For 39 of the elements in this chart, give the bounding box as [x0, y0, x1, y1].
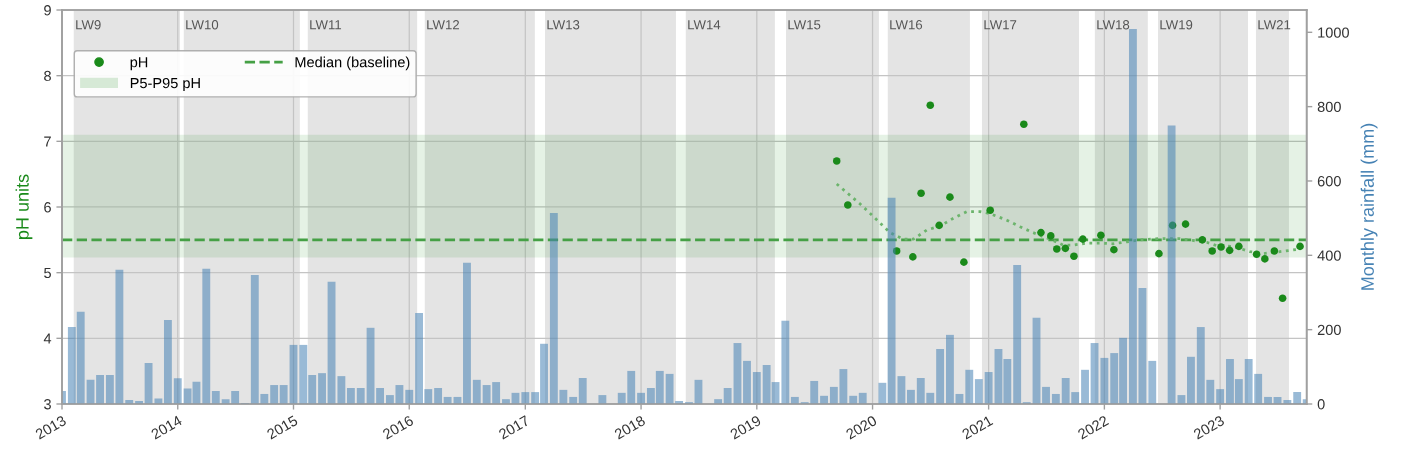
legend-label: pH	[130, 57, 148, 71]
x-tick-label: 2020	[845, 415, 878, 440]
band-label: LW15	[788, 20, 821, 30]
y-tick-label: 6	[44, 202, 51, 213]
x-tick-label: 2016	[381, 415, 415, 440]
band-label: LW9	[76, 20, 101, 30]
y-tick-label: 5	[44, 267, 51, 279]
y-tick-label: 9	[44, 5, 51, 16]
x-tick-label: 2021	[961, 415, 994, 440]
y2-tick-label: 600	[1317, 176, 1341, 187]
y2-tick-label: 400	[1317, 250, 1341, 261]
y-axis-title: pH units	[15, 174, 33, 239]
band-label: LW18	[1097, 20, 1130, 30]
x-tick-label: 2013	[34, 415, 67, 440]
x-tick-label: 2019	[729, 415, 762, 440]
band-label: LW21	[1258, 20, 1291, 30]
y2-tick-label: 0	[1317, 399, 1325, 410]
y2-axis-title: Monthly rainfall (mm)	[1360, 123, 1378, 290]
legend-label: P5-P95 pH	[130, 77, 200, 92]
band-label: LW19	[1160, 20, 1193, 30]
band-label: LW12	[427, 20, 460, 30]
legend-label: Median (baseline)	[295, 56, 410, 71]
y-tick-label: 8	[44, 70, 51, 82]
x-tick-label: 2022	[1077, 415, 1110, 440]
y-tick-label: 4	[43, 333, 52, 344]
band-label: LW11	[310, 20, 342, 30]
band-label: LW14	[688, 20, 721, 30]
band-label: LW10	[186, 20, 219, 30]
y-tick-label: 7	[44, 136, 51, 147]
x-tick-label: 2023	[1192, 415, 1225, 440]
band-label: LW13	[547, 20, 580, 30]
y2-tick-label: 1000	[1318, 27, 1349, 38]
band-label: LW16	[890, 20, 923, 30]
y-tick-label: 3	[44, 399, 51, 410]
x-tick-label: 2018	[613, 415, 646, 440]
x-tick-label: 2014	[150, 414, 183, 440]
band-label: LW17	[984, 20, 1017, 30]
y2-tick-label: 200	[1317, 324, 1341, 336]
y2-tick-label: 800	[1317, 101, 1341, 113]
